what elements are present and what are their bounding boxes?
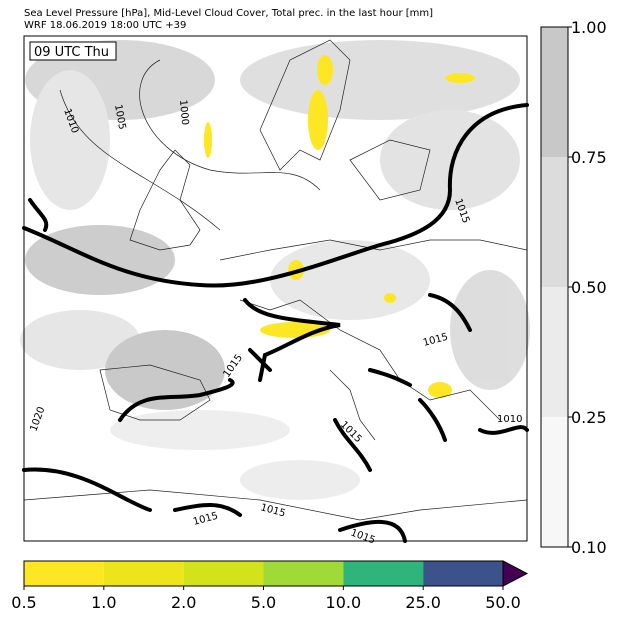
colorbar-segment [24, 561, 104, 586]
colorbar-tick-label: 0.50 [571, 278, 607, 297]
colorbar-segment [103, 561, 184, 586]
colorbar-tick-label: 0.25 [571, 408, 607, 427]
colorbar-segment [541, 157, 568, 287]
colorbar-tick-label: 2.0 [171, 593, 196, 612]
precip-colorbar: 0.5 1.0 2.0 5.0 10.0 25.0 50.0 [11, 560, 529, 612]
time-label: 09 UTC Thu [34, 45, 109, 60]
colorbar-segment [263, 561, 344, 586]
colorbar-segment [183, 561, 264, 586]
subtitle: WRF 18.06.2019 18:00 UTC +39 [24, 20, 186, 31]
colorbar-segment [343, 561, 424, 586]
colorbar-segment [541, 27, 568, 157]
colorbar-tick-label: 0.10 [571, 538, 607, 557]
colorbar-segment [541, 287, 568, 417]
colorbar-tick-label: 10.0 [326, 593, 362, 612]
colorbar-tick-label: 5.0 [251, 593, 276, 612]
colorbar-tick-label: 0.75 [571, 148, 607, 167]
colorbar-tick-label: 1.0 [91, 593, 116, 612]
isobar-label: 1000 [177, 99, 190, 125]
isobar-label: 1005 [112, 104, 127, 131]
colorbar-segment [541, 417, 568, 547]
colorbar-tick-label: 1.00 [571, 18, 607, 37]
isobar-label: 1010 [497, 414, 522, 425]
colorbar-tick-label: 25.0 [405, 593, 441, 612]
title: Sea Level Pressure [hPa], Mid-Level Clou… [24, 8, 433, 19]
colorbar-tick-label: 0.5 [11, 593, 36, 612]
colorbar-extension [502, 560, 529, 587]
cloud-colorbar: 0.10 0.25 0.50 0.75 1.00 [540, 18, 607, 557]
map: 09 UTC Thu 1010 1005 1000 1015 1015 1015… [20, 35, 530, 547]
colorbar-segment [423, 561, 503, 586]
colorbar-tick-label: 50.0 [485, 593, 521, 612]
